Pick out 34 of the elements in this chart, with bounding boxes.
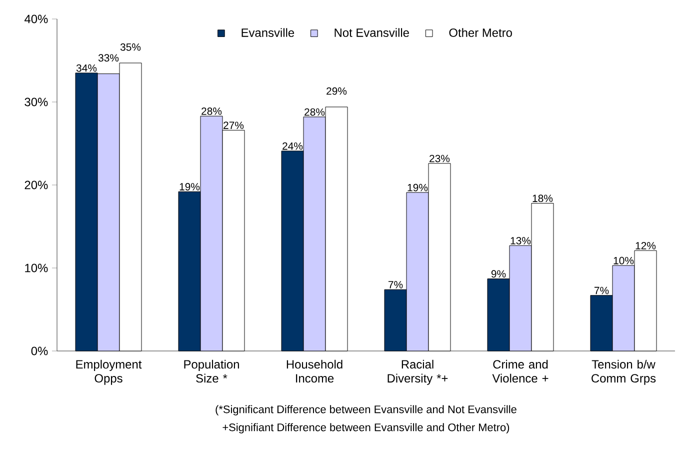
x-tick-label: Population Size *	[184, 360, 239, 383]
x-tick-label: Racial Diversity *+	[388, 360, 448, 385]
data-label: 18%	[532, 194, 553, 202]
data-label: 23%	[430, 154, 450, 162]
data-label: 35%	[120, 43, 141, 51]
y-tick-label: 0%	[31, 346, 48, 356]
text: (*Significant Difference between Evansville and Not Evansville	[216, 405, 516, 416]
y-tick-label: 40%	[24, 14, 48, 24]
data-label: 34%	[76, 64, 97, 72]
x-tick-label: Tension b/w Comm Grps	[592, 360, 656, 385]
data-label: 27%	[224, 122, 244, 130]
legend-label: Evansville	[242, 28, 294, 37]
data-label: 12%	[636, 242, 656, 250]
text: +Signifiant Difference between Evansville and Other Metro)	[222, 423, 510, 434]
y-tick-label: 20%	[24, 180, 48, 190]
data-label: 24%	[282, 142, 303, 150]
legend-label: Not Evansville	[334, 28, 409, 37]
data-label: 28%	[202, 108, 222, 115]
x-tick-label: Household Income	[286, 360, 342, 383]
x-tick-label: Employment Opps	[76, 360, 142, 385]
data-label: 19%	[408, 184, 428, 192]
data-label: 29%	[326, 87, 347, 95]
data-label: 28%	[304, 108, 325, 116]
data-label: 10%	[614, 256, 634, 264]
data-label: 13%	[510, 236, 531, 244]
data-label: 7%	[594, 286, 609, 294]
data-label: 19%	[180, 183, 200, 190]
legend-label: Other Metro	[449, 28, 512, 37]
x-tick-label: Crime and Violence +	[492, 360, 548, 383]
data-label: 7%	[388, 281, 403, 288]
data-label: 33%	[98, 54, 119, 62]
y-tick-label: 10%	[25, 264, 48, 272]
y-tick-label: 30%	[24, 98, 48, 106]
data-label: 9%	[491, 270, 506, 278]
